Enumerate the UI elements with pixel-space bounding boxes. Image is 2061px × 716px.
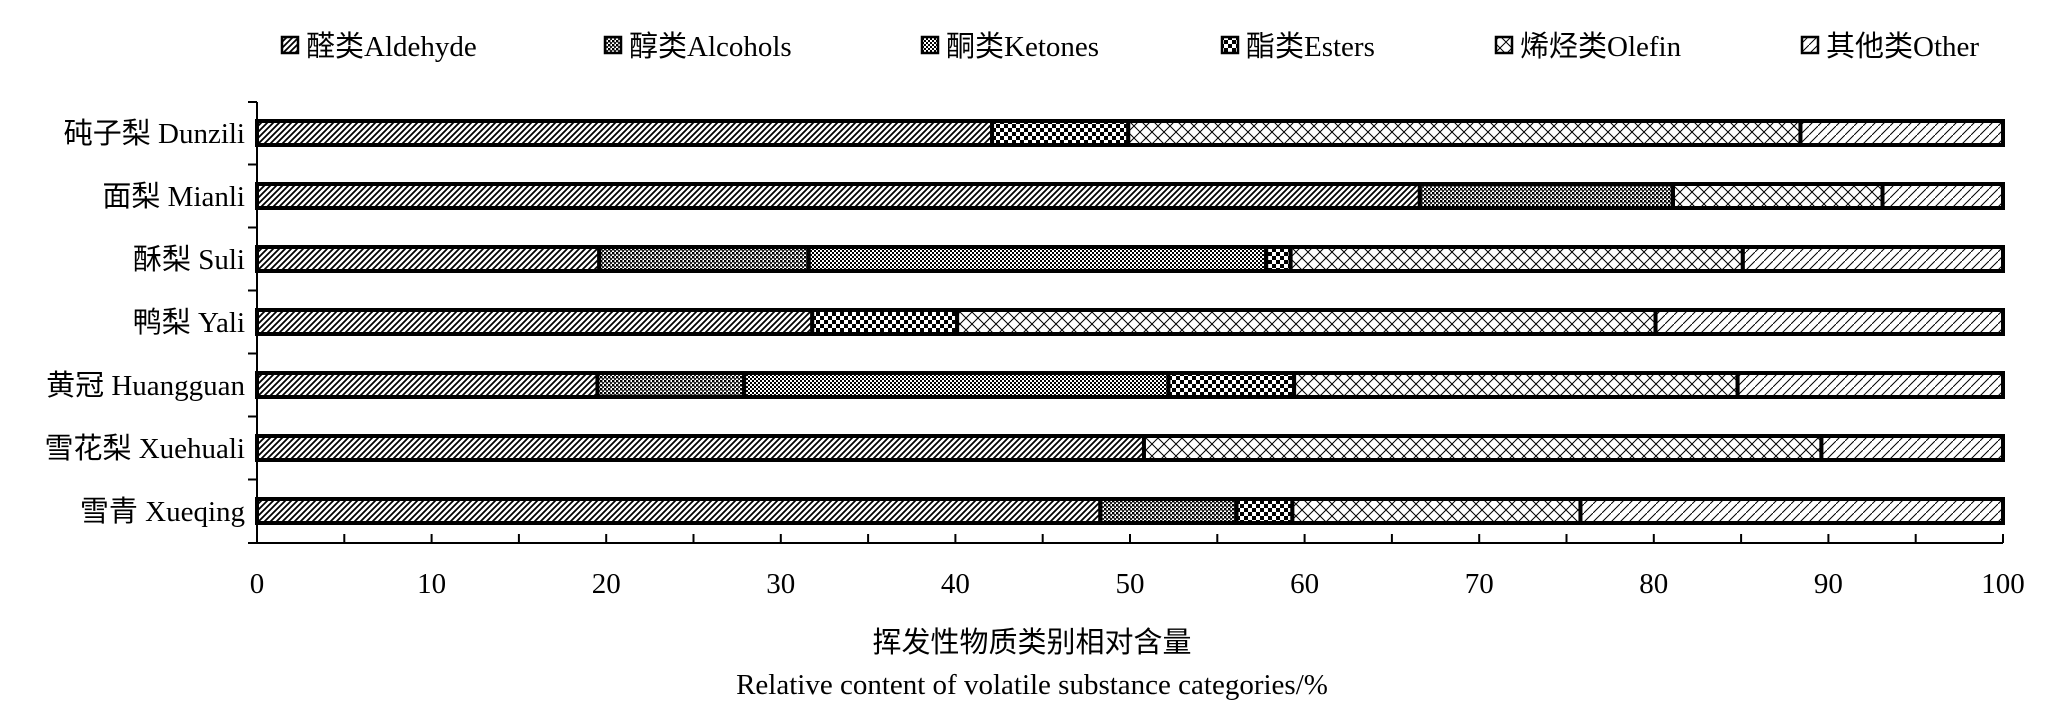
y-tick-label-5: 雪花梨 Xuehuali — [44, 432, 245, 465]
legend-swatch-1 — [603, 35, 623, 55]
bar-segment-6-4 — [1290, 497, 1583, 525]
bar-segment-4-3 — [1166, 371, 1297, 399]
bar-segment-6-5 — [1578, 497, 2006, 525]
bar-segment-0-3 — [990, 119, 1131, 147]
bar-segment-3-3 — [810, 308, 960, 336]
bar-segment-3-4 — [955, 308, 1658, 336]
bar-segment-2-0 — [255, 245, 602, 273]
legend-label-4: 烯烃类Olefin — [1520, 30, 1682, 63]
bar-segment-4-5 — [1735, 371, 2006, 399]
y-tick-label-4: 黄冠 Huangguan — [46, 369, 245, 402]
plot-area — [255, 119, 2006, 525]
bar-segment-1-4 — [1671, 182, 1885, 210]
y-tick-label-3: 鸭梨 Yali — [133, 306, 245, 339]
bar-segment-2-2 — [806, 245, 1269, 273]
bar-segment-2-4 — [1288, 245, 1745, 273]
legend-swatch-4 — [1494, 35, 1514, 55]
bar-segment-2-3 — [1264, 245, 1293, 273]
bar-segment-2-5 — [1740, 245, 2005, 273]
y-tick-label-6: 雪青 Xueqing — [80, 495, 245, 528]
x-tick-label-50: 50 — [1116, 568, 1145, 600]
y-tick-label-0: 砘子梨 Dunzili — [64, 117, 245, 150]
x-tick-label-0: 0 — [250, 568, 265, 600]
x-tick-label-80: 80 — [1639, 568, 1668, 600]
legend-swatch-2 — [920, 35, 940, 55]
bar-segment-3-0 — [255, 308, 815, 336]
axes: 砘子梨 Dunzili 面梨 Mianli 酥梨 Suli 鸭梨 Yali 黄冠 Hua… — [44, 101, 2025, 600]
bar-segment-4-0 — [255, 371, 600, 399]
x-axis-title-chinese: 挥发性物质类别相对含量 — [872, 626, 1191, 659]
y-tick-label-2: 酥梨 Suli — [133, 243, 245, 276]
legend-swatch-3 — [1220, 35, 1240, 55]
x-axis-title-english: Relative content of volatile substance c… — [736, 669, 1328, 701]
x-tick-label-90: 90 — [1814, 568, 1843, 600]
bar-segment-6-0 — [255, 497, 1103, 525]
x-tick-label-100: 100 — [1981, 568, 2025, 600]
x-tick-label-20: 20 — [592, 568, 621, 600]
y-tick-label-1: 面梨 Mianli — [102, 180, 245, 213]
bar-segment-6-3 — [1234, 497, 1295, 525]
bar-segment-4-1 — [595, 371, 747, 399]
x-tick-label-70: 70 — [1465, 568, 1494, 600]
legend-label-2: 酮类Ketones — [946, 30, 1099, 63]
legend-label-5: 其他类Other — [1826, 30, 1979, 63]
bar-segment-1-1 — [1417, 182, 1676, 210]
x-tick-label-60: 60 — [1290, 568, 1319, 600]
x-tick-label-30: 30 — [766, 568, 795, 600]
bar-segment-5-4 — [1141, 434, 1824, 462]
bar-segment-4-4 — [1292, 371, 1740, 399]
x-tick-label-10: 10 — [417, 568, 446, 600]
legend: 醛类Aldehyde 醇类Alcohols 酮类Ketones 酯类Esters 烯烃类… — [280, 30, 1979, 63]
bar-segment-3-5 — [1653, 308, 2006, 336]
legend-label-1: 醇类Alcohols — [629, 30, 792, 63]
bar-segment-5-5 — [1819, 434, 2006, 462]
bar-segment-1-0 — [255, 182, 1422, 210]
bar-segment-4-2 — [742, 371, 1171, 399]
legend-label-3: 酯类Esters — [1246, 30, 1375, 63]
bar-segment-1-5 — [1880, 182, 2005, 210]
x-tick-label-40: 40 — [941, 568, 970, 600]
legend-swatch-0 — [280, 35, 300, 55]
legend-swatch-5 — [1800, 35, 1820, 55]
bar-segment-2-1 — [597, 245, 811, 273]
bar-segment-0-4 — [1126, 119, 1803, 147]
legend-label-0: 醛类Aldehyde — [306, 30, 477, 63]
bar-segment-0-5 — [1798, 119, 2005, 147]
bar-segment-0-0 — [255, 119, 995, 147]
bar-segment-6-1 — [1098, 497, 1239, 525]
bar-segment-5-0 — [255, 434, 1146, 462]
